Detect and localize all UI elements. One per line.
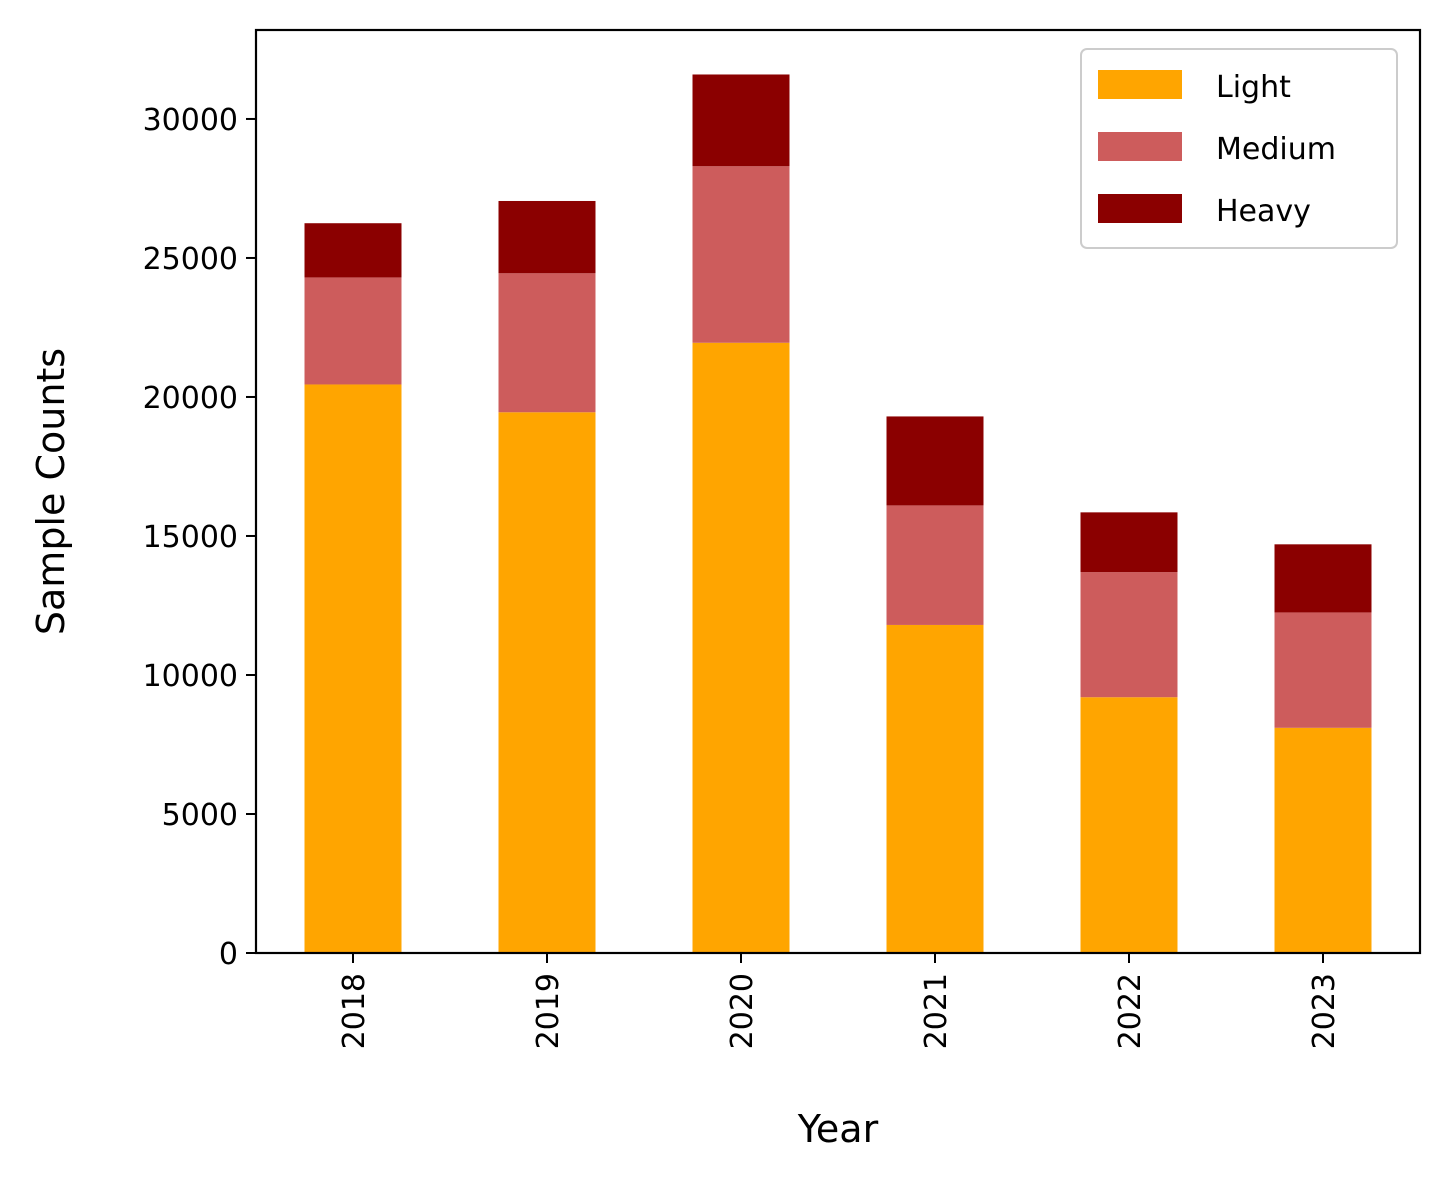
bar-heavy-2022 [1080,512,1178,573]
bar-medium-2019 [498,273,596,413]
bar-heavy-2019 [498,200,596,274]
legend-swatch-heavy [1098,194,1182,223]
y-tick-label: 20000 [143,381,238,416]
y-tick-label: 30000 [143,103,238,138]
bar-light-2019 [498,412,596,953]
legend-label-light: Light [1216,70,1291,105]
y-tick-label: 10000 [143,659,238,694]
bar-medium-2023 [1274,612,1372,728]
axes-layer: 0 5000 10000 15000 20000 25000 30000 2018 2019 20… [29,28,1422,1151]
bar-medium-2020 [692,166,790,343]
bar-heavy-2021 [886,416,984,506]
x-tick-label: 2021 [919,973,954,1049]
y-axis-title: Sample Counts [29,348,73,635]
bar-medium-2018 [304,277,402,385]
bars-layer [304,74,1372,954]
bar-light-2018 [304,384,402,954]
x-axis-title: Year [797,1107,879,1151]
bar-heavy-2023 [1274,544,1372,613]
legend-swatch-medium [1098,132,1182,161]
bar-medium-2022 [1080,572,1178,698]
bar-light-2023 [1274,727,1372,953]
y-tick-label: 5000 [162,798,238,833]
y-tick-label: 15000 [143,520,238,555]
bar-light-2020 [692,342,790,953]
x-tick-label: 2020 [725,973,760,1049]
legend-swatch-light [1098,70,1182,99]
legend-label-heavy: Heavy [1216,194,1311,229]
bar-heavy-2018 [304,223,402,278]
y-tick-label: 0 [219,937,238,972]
bar-light-2022 [1080,697,1178,953]
x-tick-label: 2019 [531,973,566,1049]
plot-frame [254,28,1422,955]
bar-medium-2021 [886,505,984,625]
legend-label-medium: Medium [1216,132,1336,167]
bar-heavy-2020 [692,74,790,167]
x-tick-label: 2022 [1113,973,1148,1049]
x-tick-label: 2018 [337,973,372,1049]
x-tick-label: 2023 [1307,973,1342,1049]
legend: Light Medium Heavy [1080,48,1398,249]
bar-light-2021 [886,624,984,953]
y-tick-label: 25000 [143,242,238,277]
